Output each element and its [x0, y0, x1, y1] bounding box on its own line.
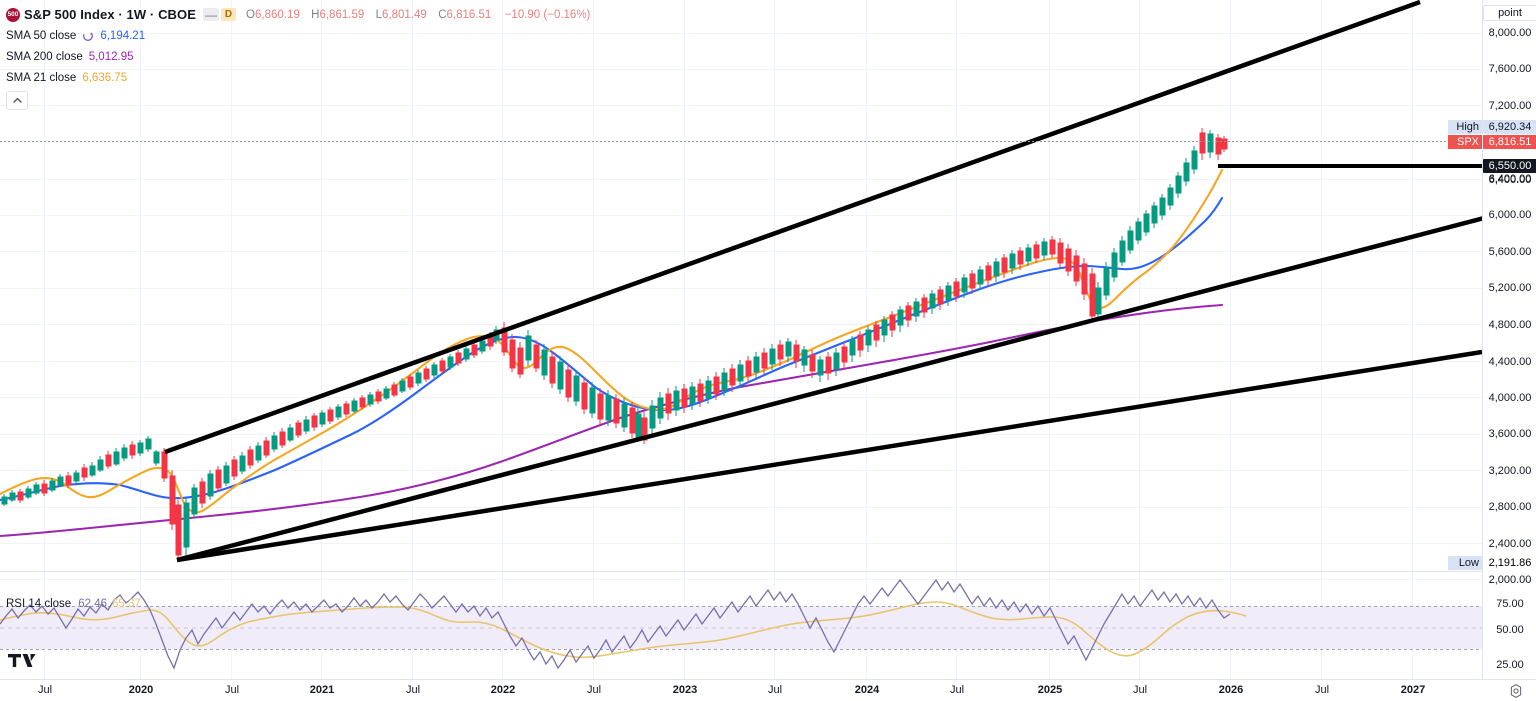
- price-tick: 3,600.00: [1488, 428, 1532, 440]
- time-tick: Jul: [586, 684, 602, 696]
- time-tick: 2023: [672, 684, 698, 696]
- rsi-tick: 75.00: [1496, 598, 1524, 610]
- price-tick: 6,400.00: [1488, 174, 1532, 186]
- price-scale[interactable]: point 8,000.00 7,600.00 7,200.00 6,400.0…: [1482, 0, 1536, 679]
- price-tick: 5,200.00: [1488, 282, 1532, 294]
- change-value: −10.90 (−0.16%): [504, 8, 591, 21]
- price-tick: 2,800.00: [1488, 501, 1532, 513]
- sma-50-value: 6,194.21: [100, 29, 146, 42]
- time-scale[interactable]: Jul 2020 Jul 2021 Jul 2022 Jul 2023 Jul …: [0, 679, 1536, 701]
- symbol-side-label: SPX: [1448, 135, 1482, 149]
- price-tick: 5,600.00: [1488, 246, 1532, 258]
- rsi-value: 62.46: [78, 598, 107, 610]
- rsi-tick: 50.00: [1496, 624, 1524, 636]
- time-tick: Jul: [1314, 684, 1330, 696]
- price-tick: 6,000.00: [1488, 209, 1532, 221]
- high-key: H: [311, 8, 320, 21]
- channel-upper-trendline: [164, 0, 1421, 455]
- trendline-drawings[interactable]: [164, 0, 1484, 563]
- open-value: 6,860.19: [254, 8, 300, 21]
- time-tick: Jul: [949, 684, 965, 696]
- time-tick: 2020: [128, 684, 154, 696]
- ohlc-values: O6,860.19 H6,861.59 L6,801.49 C6,816.51 …: [246, 9, 590, 21]
- chevron-up-icon: [12, 97, 22, 103]
- gear-icon[interactable]: [1508, 683, 1524, 699]
- time-tick: 2025: [1037, 684, 1063, 696]
- sma-21-label: SMA 21 close: [6, 71, 77, 84]
- price-tick: 8,000.00: [1488, 27, 1532, 39]
- inner-support-trendline: [176, 349, 1482, 563]
- time-tick: 2027: [1400, 684, 1426, 696]
- indicator-row-sma50[interactable]: SMA 50 close 6,194.21: [6, 25, 590, 46]
- time-tick: Jul: [405, 684, 421, 696]
- collapse-legend-button[interactable]: [6, 91, 28, 110]
- price-tick: 2,400.00: [1488, 538, 1532, 550]
- high-side-label: High: [1448, 120, 1482, 134]
- rsi-legend[interactable]: RSI 14 close 62.46 65.37: [6, 598, 141, 610]
- data-source-chip[interactable]: D: [221, 8, 237, 21]
- chart-legend: 500 S&P 500 Index · 1W · CBOE — D O6,860…: [6, 4, 590, 110]
- time-tick: 2021: [309, 684, 335, 696]
- reload-icon[interactable]: [82, 30, 94, 42]
- sma-200-label: SMA 200 close: [6, 50, 83, 63]
- indicator-row-sma200[interactable]: SMA 200 close 5,012.95: [6, 46, 590, 67]
- rsi-ma-line: [0, 601, 1247, 659]
- low-side-label: Low: [1448, 556, 1482, 570]
- close-value: 6,816.51: [446, 8, 492, 21]
- price-tick: 2,000.00: [1488, 574, 1532, 586]
- channel-lower-trendline: [176, 216, 1482, 563]
- price-scale-unit: point: [1483, 5, 1536, 21]
- low-price-badge: 2,191.86: [1488, 557, 1532, 569]
- time-tick: 2022: [490, 684, 516, 696]
- price-tick: 6,400.00: [1488, 173, 1532, 185]
- tradingview-logo-icon[interactable]: [8, 652, 36, 669]
- price-gridlines: [0, 33, 1482, 580]
- price-tick: 3,200.00: [1488, 465, 1532, 477]
- time-tick: 2026: [1218, 684, 1244, 696]
- symbol-title[interactable]: S&P 500 Index · 1W · CBOE: [24, 7, 197, 22]
- time-tick: Jul: [37, 684, 53, 696]
- open-key: O: [246, 8, 255, 21]
- sp500-logo-icon: 500: [6, 7, 20, 22]
- interval-chip[interactable]: —: [203, 7, 220, 22]
- low-value: 6,801.49: [382, 8, 427, 21]
- price-tick: 7,600.00: [1488, 63, 1532, 75]
- sma-50-label: SMA 50 close: [6, 29, 77, 42]
- price-tick: 4,000.00: [1488, 392, 1532, 404]
- price-tick: 4,800.00: [1488, 319, 1532, 331]
- rsi-ma-value: 65.37: [111, 598, 141, 610]
- rsi-line: [0, 578, 1231, 670]
- close-key: C: [438, 8, 447, 21]
- high-price-badge: 6,920.34: [1483, 120, 1536, 134]
- candlestick-series: [1, 128, 1228, 562]
- high-value: 6,861.59: [319, 8, 365, 21]
- sma-200-line: [0, 303, 1224, 538]
- time-tick: Jul: [224, 684, 240, 696]
- time-tick: 2024: [854, 684, 880, 696]
- symbol-row[interactable]: 500 S&P 500 Index · 1W · CBOE — D O6,860…: [6, 4, 590, 25]
- sma-200-value: 5,012.95: [88, 50, 134, 63]
- rsi-tick: 25.00: [1496, 659, 1524, 671]
- indicator-row-sma21[interactable]: SMA 21 close 6,636.75: [6, 67, 590, 88]
- price-tick: 7,200.00: [1488, 100, 1532, 112]
- sma-21-value: 6,636.75: [82, 71, 128, 84]
- rsi-pane: [0, 578, 1482, 670]
- time-tick: Jul: [767, 684, 783, 696]
- chart-background: [0, 0, 1482, 679]
- rsi-label: RSI 14 close: [6, 598, 72, 610]
- low-key: L: [375, 8, 383, 21]
- level-price-badge[interactable]: 6,550.00: [1483, 159, 1536, 173]
- last-price-badge[interactable]: 6,816.51: [1483, 135, 1536, 149]
- price-tick: 4,400.00: [1488, 356, 1532, 368]
- time-tick: Jul: [1132, 684, 1148, 696]
